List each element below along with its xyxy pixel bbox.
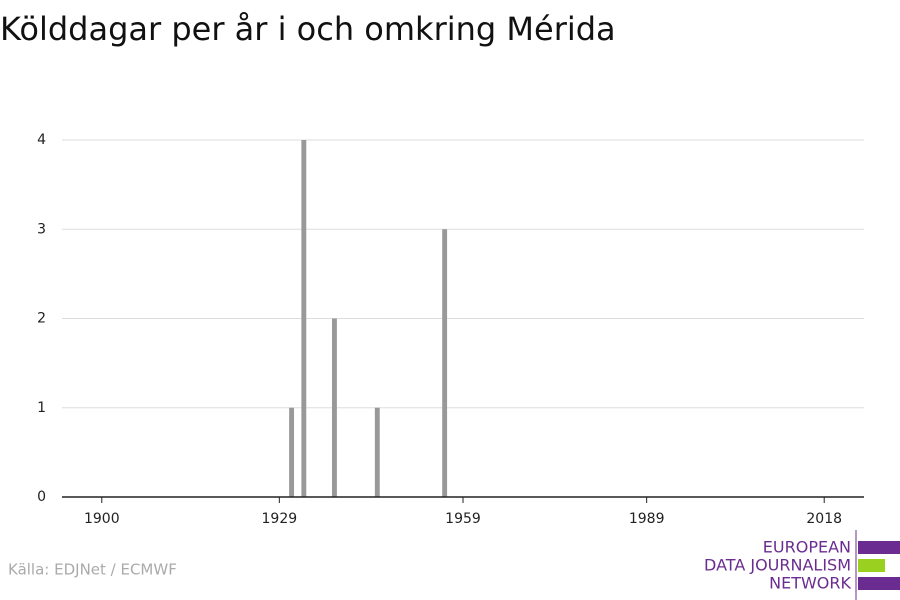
logo-text: NETWORK — [769, 574, 851, 593]
y-tick-label: 2 — [37, 311, 46, 327]
logo-text: EUROPEAN — [763, 538, 851, 557]
y-tick-label: 4 — [37, 132, 46, 148]
logo: EUROPEAN DATA JOURNALISM NETWORK — [704, 530, 900, 600]
bar — [442, 229, 448, 497]
x-tick-label: 1900 — [84, 511, 120, 527]
x-tick-label: 1929 — [262, 511, 298, 527]
logo-bar — [858, 577, 900, 590]
bar — [331, 318, 337, 497]
x-tick-label: 1989 — [629, 511, 665, 527]
logo-bar — [858, 559, 885, 572]
x-tick-label: 2018 — [806, 511, 842, 527]
chart-title: Kölddagar per år i och omkring Mérida — [0, 10, 616, 48]
source: Källa: EDJNet / ECMWF — [8, 561, 177, 579]
y-tick-label: 3 — [37, 221, 46, 237]
x-tick-label: 1959 — [445, 511, 481, 527]
bar — [374, 407, 380, 497]
logo-bar — [858, 541, 900, 554]
logo-text: DATA JOURNALISM — [704, 556, 851, 575]
y-tick-label: 1 — [37, 400, 46, 416]
y-tick-label: 0 — [37, 489, 46, 505]
bar — [289, 407, 295, 497]
bar — [301, 140, 307, 497]
